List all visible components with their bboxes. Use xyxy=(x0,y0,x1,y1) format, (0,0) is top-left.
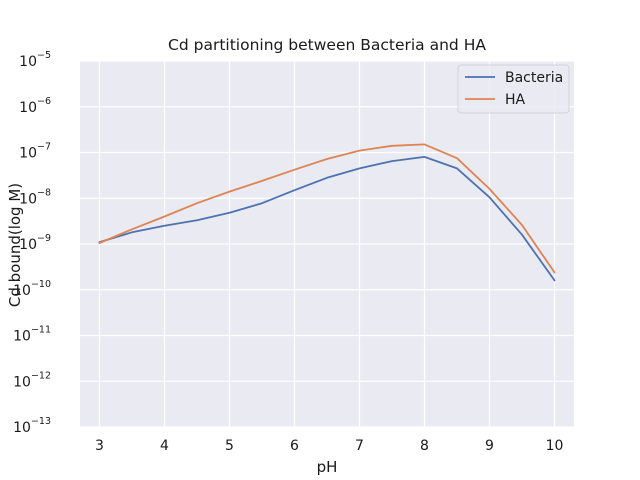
legend-label-bacteria: Bacteria xyxy=(505,70,563,86)
chart-title: Cd partitioning between Bacteria and HA xyxy=(168,36,486,54)
legend-label-ha: HA xyxy=(505,92,526,108)
y-tick-label: 10−6 xyxy=(19,96,51,116)
y-axis-label: Cd bound(log M) xyxy=(6,183,24,307)
y-tick-label: 10−9 xyxy=(19,233,51,253)
series-line-bacteria xyxy=(98,155,556,282)
y-tick-label: 10−10 xyxy=(13,279,51,299)
series-line-ha xyxy=(98,143,556,274)
series-lines xyxy=(98,143,556,282)
x-tick-label: 6 xyxy=(290,438,299,454)
y-tick-label: 10−13 xyxy=(13,416,51,436)
x-tick-label: 5 xyxy=(225,438,234,454)
y-tick-label: 10−7 xyxy=(19,142,51,162)
y-tick-label: 10−12 xyxy=(13,370,51,390)
y-tick-label: 10−11 xyxy=(13,325,51,345)
x-axis-label: pH xyxy=(317,458,338,476)
x-tick-label: 9 xyxy=(485,438,494,454)
x-tick-label: 3 xyxy=(95,438,104,454)
x-tick-label: 4 xyxy=(160,438,169,454)
y-axis-ticks: 10−13 10−12 10−11 10−10 10−9 10−8 10−7 10−6 10−5 xyxy=(13,50,51,436)
x-tick-label: 7 xyxy=(355,438,364,454)
x-tick-label: 10 xyxy=(546,438,564,454)
grid-lines xyxy=(80,60,574,428)
legend: Bacteria HA xyxy=(457,64,570,114)
x-tick-label: 8 xyxy=(420,438,429,454)
y-tick-label: 10−5 xyxy=(19,50,51,70)
x-axis-ticks: 3 4 5 6 7 8 9 10 xyxy=(95,438,563,454)
y-tick-label: 10−8 xyxy=(19,187,51,207)
